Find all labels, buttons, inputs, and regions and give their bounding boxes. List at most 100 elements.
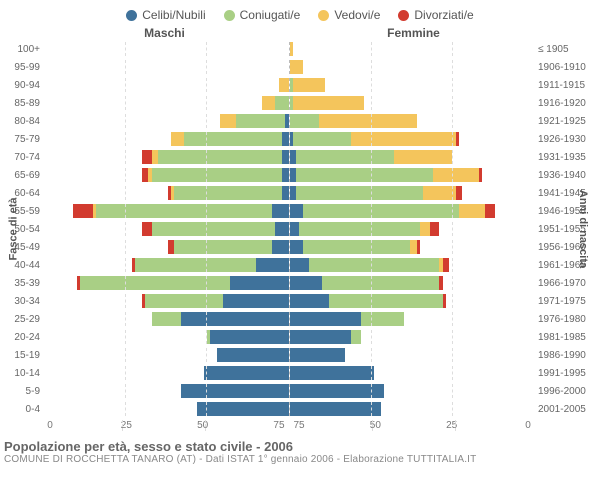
segment — [290, 294, 329, 308]
gridline — [452, 78, 453, 92]
pyramid-row: 0-42001-2005 — [40, 400, 538, 418]
gridline — [125, 402, 126, 416]
pyramid-row: 55-591946-1950 — [40, 202, 538, 220]
gridline — [205, 420, 206, 431]
gridline — [206, 168, 207, 182]
segment — [174, 240, 272, 254]
birth-label: 1951-1955 — [534, 224, 600, 235]
segment — [456, 132, 459, 146]
bar-male — [44, 294, 290, 308]
segment — [485, 204, 495, 218]
gridline — [371, 312, 372, 326]
gridline — [206, 96, 207, 110]
segment — [217, 348, 289, 362]
age-label: 80-84 — [0, 116, 44, 127]
gridline — [206, 186, 207, 200]
segment — [290, 60, 303, 74]
gridline — [125, 276, 126, 290]
pyramid-row: 30-341971-1975 — [40, 292, 538, 310]
segment — [220, 114, 236, 128]
segment — [361, 312, 403, 326]
gridline — [125, 204, 126, 218]
gridline — [452, 402, 453, 416]
segment — [290, 258, 310, 272]
gridline — [371, 186, 372, 200]
segment — [152, 312, 181, 326]
segment — [319, 114, 417, 128]
segment — [96, 204, 272, 218]
gridline — [125, 78, 126, 92]
pyramid-row: 45-491956-1960 — [40, 238, 538, 256]
bar-female — [290, 402, 535, 416]
bar-female — [290, 294, 535, 308]
segment — [282, 132, 289, 146]
gridline — [371, 402, 372, 416]
gridline — [206, 312, 207, 326]
segment — [152, 168, 282, 182]
gridline — [206, 384, 207, 398]
pyramid-row: 80-841921-1925 — [40, 112, 538, 130]
segment — [290, 384, 385, 398]
x-tick: 75 — [269, 420, 289, 431]
segment — [433, 168, 479, 182]
segment — [290, 366, 375, 380]
bar-male — [44, 330, 290, 344]
gridline — [206, 258, 207, 272]
segment — [290, 114, 319, 128]
birth-label: 1961-1965 — [534, 260, 600, 271]
bar-male — [44, 132, 290, 146]
birth-label: 1936-1940 — [534, 170, 600, 181]
segment — [293, 96, 365, 110]
legend: Celibi/NubiliConiugati/eVedovi/eDivorzia… — [0, 0, 600, 26]
pyramid-row: 60-641941-1945 — [40, 184, 538, 202]
gridline — [371, 384, 372, 398]
bar-male — [44, 276, 290, 290]
gridline — [452, 276, 453, 290]
y-axis-label-right: Anni di nascita — [577, 190, 589, 268]
gridline — [452, 42, 453, 56]
segment — [174, 186, 282, 200]
segment — [290, 222, 300, 236]
y-axis-label-left: Fasce di età — [7, 198, 19, 261]
gridline — [371, 150, 372, 164]
segment — [459, 204, 485, 218]
chart-subtitle: COMUNE DI ROCCHETTA TANARO (AT) - Dati I… — [4, 454, 596, 465]
segment — [439, 276, 442, 290]
segment — [293, 132, 352, 146]
segment — [256, 258, 289, 272]
bar-male — [44, 150, 290, 164]
x-tick: 25 — [116, 420, 136, 431]
pyramid-row: 85-891916-1920 — [40, 94, 538, 112]
gridline — [206, 114, 207, 128]
segment — [329, 294, 443, 308]
age-label: 5-9 — [0, 386, 44, 397]
segment — [142, 150, 152, 164]
x-tick: 75 — [289, 420, 309, 431]
gridline — [125, 294, 126, 308]
pyramid-row: 25-291976-1980 — [40, 310, 538, 328]
gridline — [371, 60, 372, 74]
segment — [230, 276, 289, 290]
x-axis: 7550250 7550250 — [0, 418, 600, 431]
segment — [293, 78, 326, 92]
segment — [282, 150, 289, 164]
gridline — [206, 132, 207, 146]
legend-swatch — [126, 10, 137, 21]
gridline — [125, 258, 126, 272]
bar-male — [44, 240, 290, 254]
segment — [275, 96, 288, 110]
bar-male — [44, 186, 290, 200]
segment — [423, 186, 456, 200]
bar-male — [44, 114, 290, 128]
birth-label: 1986-1990 — [534, 350, 600, 361]
bar-male — [44, 78, 290, 92]
legend-swatch — [398, 10, 409, 21]
age-label: 35-39 — [0, 278, 44, 289]
gridline — [371, 348, 372, 362]
segment — [210, 330, 288, 344]
segment — [456, 186, 463, 200]
bar-male — [44, 204, 290, 218]
age-label: 30-34 — [0, 296, 44, 307]
bar-female — [290, 60, 535, 74]
segment — [197, 402, 288, 416]
